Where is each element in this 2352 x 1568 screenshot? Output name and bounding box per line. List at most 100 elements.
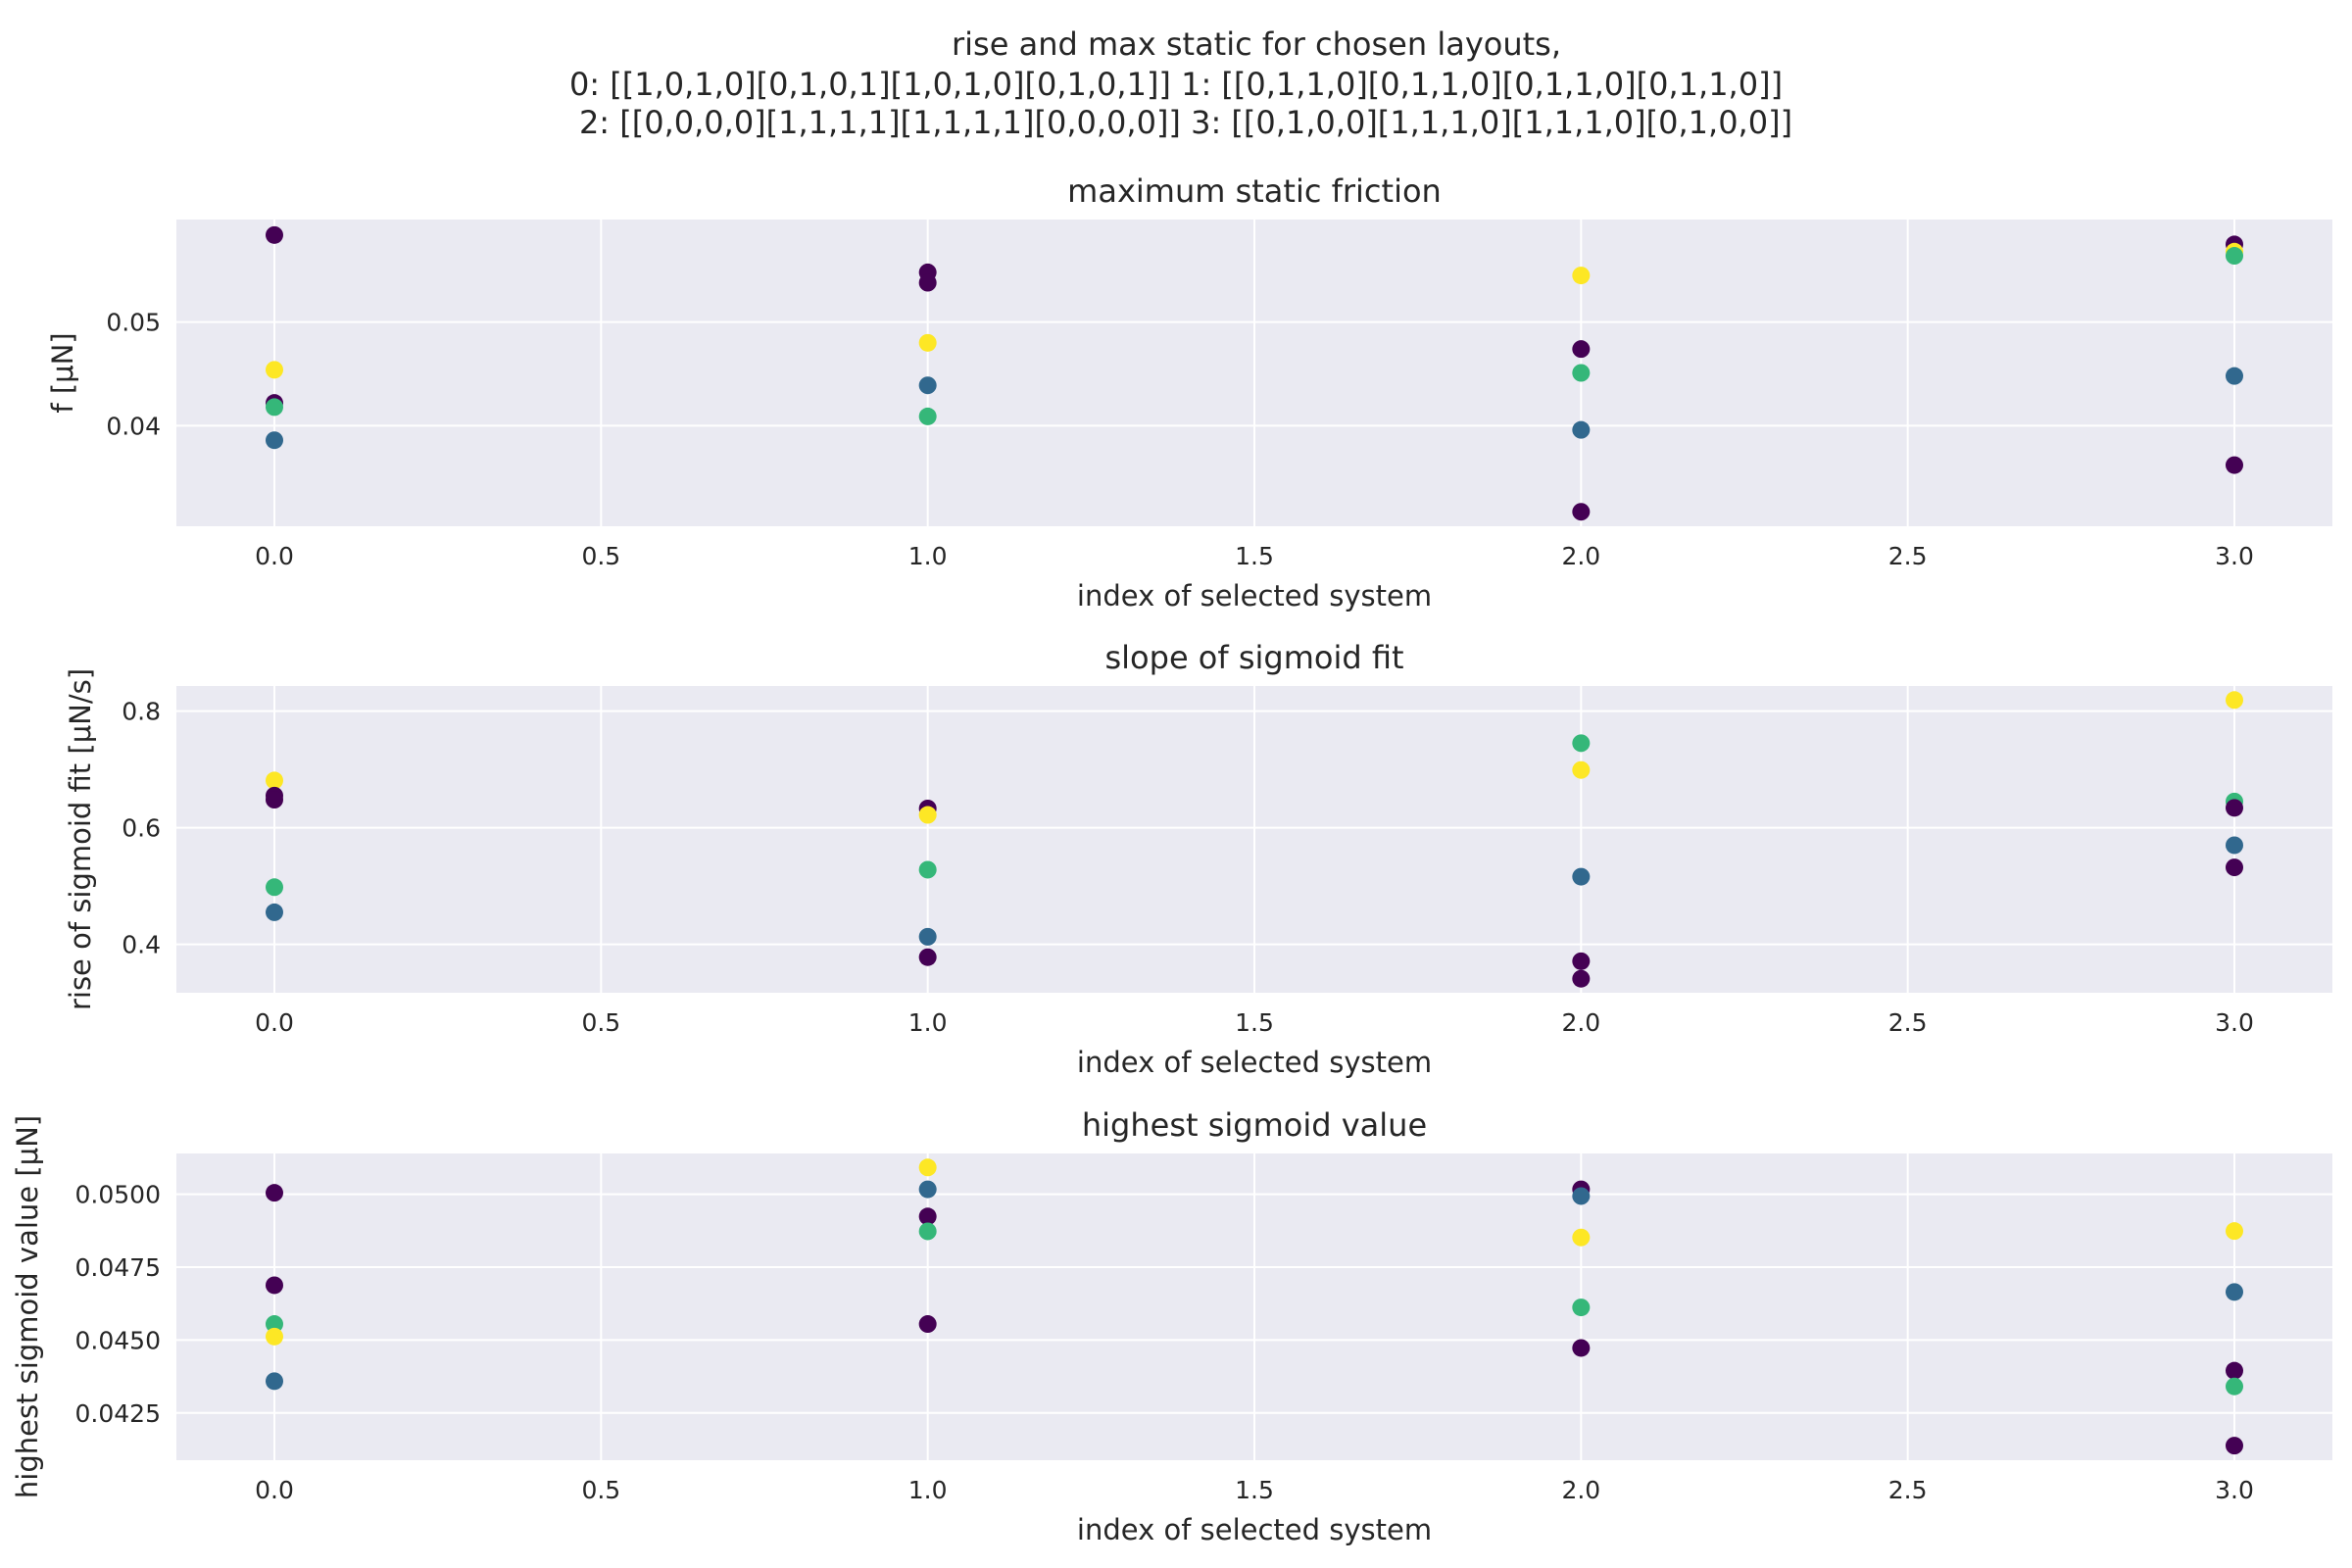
y-tick-label: 0.0500 xyxy=(75,1181,161,1209)
x-tick-label: 0.5 xyxy=(581,542,620,570)
x-tick-label: 2.5 xyxy=(1888,1476,1928,1504)
data-point xyxy=(1572,867,1591,886)
data-point xyxy=(2226,247,2243,266)
x-tick-label: 2.5 xyxy=(1888,1008,1928,1037)
x-axis-label: index of selected system xyxy=(1077,1513,1432,1546)
data-point xyxy=(266,791,283,809)
x-tick-label: 2.0 xyxy=(1561,542,1600,570)
x-tick-label: 0.5 xyxy=(581,1008,620,1037)
data-point xyxy=(1572,340,1591,359)
data-point xyxy=(1572,364,1591,382)
subplot-title: maximum static friction xyxy=(1067,172,1442,210)
x-tick-label: 2.0 xyxy=(1561,1476,1600,1504)
x-tick-label: 1.0 xyxy=(908,1476,948,1504)
x-tick-label: 3.0 xyxy=(2215,1008,2254,1037)
y-tick-label: 0.0425 xyxy=(75,1399,161,1428)
subplot-1: 0.0 0.5 1.0 1.5 2.0 2.5 3.0 0.04 0.05 maximum sta… xyxy=(46,172,2332,612)
data-point xyxy=(266,225,283,244)
x-tick-label: 0.0 xyxy=(255,1008,294,1037)
data-point xyxy=(266,1315,283,1334)
data-point xyxy=(918,927,937,946)
data-point xyxy=(918,1315,937,1334)
data-point xyxy=(918,407,937,425)
data-point xyxy=(2226,858,2243,877)
x-tick-label: 1.5 xyxy=(1235,1008,1274,1037)
data-point xyxy=(2226,1283,2243,1301)
data-point xyxy=(1572,760,1591,779)
suptitle-line-2: 0: [[1,0,1,0][0,1,0,1][1,0,1,0][0,1,0,1]… xyxy=(569,66,1783,103)
y-tick-label: 0.6 xyxy=(122,814,161,843)
data-point xyxy=(2226,1222,2243,1241)
data-point xyxy=(2226,1437,2243,1455)
data-point xyxy=(1572,952,1591,970)
data-point xyxy=(1572,734,1591,753)
data-point xyxy=(1572,1339,1591,1357)
subplot-3: 0.0 0.5 1.0 1.5 2.0 2.5 3.0 0.0425 0.0450 0.0475 0… xyxy=(11,1106,2332,1546)
data-point xyxy=(918,948,937,966)
x-tick-label: 1.5 xyxy=(1235,542,1274,570)
x-tick-label: 0.5 xyxy=(581,1476,620,1504)
subplot-title: slope of sigmoid fit xyxy=(1104,639,1403,676)
y-axis-label: highest sigmoid value [μN] xyxy=(11,1115,44,1498)
x-axis-label: index of selected system xyxy=(1077,579,1432,612)
data-point xyxy=(266,1372,283,1391)
data-point xyxy=(266,398,283,416)
data-point xyxy=(2226,836,2243,855)
data-point xyxy=(1572,503,1591,521)
subplot-2: 0.0 0.5 1.0 1.5 2.0 2.5 3.0 0.4 0.6 0.8 slope of s… xyxy=(64,639,2332,1079)
data-point xyxy=(918,1180,937,1199)
data-point xyxy=(918,1207,937,1226)
data-point xyxy=(1572,1298,1591,1317)
data-point xyxy=(266,771,283,790)
data-point xyxy=(266,1276,283,1295)
x-tick-label: 0.0 xyxy=(255,1476,294,1504)
y-axis-label: rise of sigmoid fit [μN/s] xyxy=(64,668,97,1010)
suptitle-line-3: 2: [[0,0,0,0][1,1,1,1][1,1,1,1][0,0,0,0]… xyxy=(579,104,1792,141)
subplots: 0.0 0.5 1.0 1.5 2.0 2.5 3.0 0.04 0.05 maximum sta… xyxy=(11,172,2332,1546)
data-point xyxy=(1572,267,1591,285)
y-tick-label: 0.04 xyxy=(106,412,161,440)
y-tick-label: 0.0475 xyxy=(75,1253,161,1282)
data-point xyxy=(918,1158,937,1177)
data-point xyxy=(2226,691,2243,710)
x-tick-label: 1.5 xyxy=(1235,1476,1274,1504)
suptitle-line-1: rise and max static for chosen layouts, xyxy=(952,25,1561,63)
x-tick-label: 3.0 xyxy=(2215,542,2254,570)
x-tick-label: 2.0 xyxy=(1561,1008,1600,1037)
data-point xyxy=(1572,1187,1591,1205)
y-tick-label: 0.05 xyxy=(106,309,161,337)
data-point xyxy=(1572,1228,1591,1247)
y-tick-label: 0.4 xyxy=(122,931,161,959)
data-point xyxy=(918,1222,937,1241)
x-tick-label: 0.0 xyxy=(255,542,294,570)
x-tick-label: 3.0 xyxy=(2215,1476,2254,1504)
data-point xyxy=(2226,367,2243,385)
x-axis-label: index of selected system xyxy=(1077,1046,1432,1079)
x-tick-label: 1.0 xyxy=(908,542,948,570)
data-point xyxy=(1572,420,1591,439)
y-axis-label: f [μN] xyxy=(46,332,79,413)
data-point xyxy=(2226,456,2243,474)
data-point xyxy=(2226,799,2243,817)
data-point xyxy=(266,903,283,921)
data-point xyxy=(918,806,937,824)
x-tick-label: 2.5 xyxy=(1888,542,1928,570)
data-point xyxy=(266,878,283,897)
data-point xyxy=(1572,969,1591,988)
data-point xyxy=(918,860,937,879)
x-tick-label: 1.0 xyxy=(908,1008,948,1037)
data-point xyxy=(918,376,937,395)
suptitle: rise and max static for chosen layouts, … xyxy=(569,25,1792,141)
data-point xyxy=(2226,1361,2243,1380)
y-tick-label: 0.8 xyxy=(122,698,161,726)
data-point xyxy=(266,1184,283,1202)
data-point xyxy=(266,1327,283,1346)
data-point xyxy=(918,273,937,292)
data-point xyxy=(2226,1377,2243,1396)
data-point xyxy=(266,431,283,450)
y-tick-label: 0.0450 xyxy=(75,1326,161,1354)
subplot-title: highest sigmoid value xyxy=(1082,1106,1427,1144)
data-point xyxy=(918,333,937,352)
data-point xyxy=(266,361,283,379)
